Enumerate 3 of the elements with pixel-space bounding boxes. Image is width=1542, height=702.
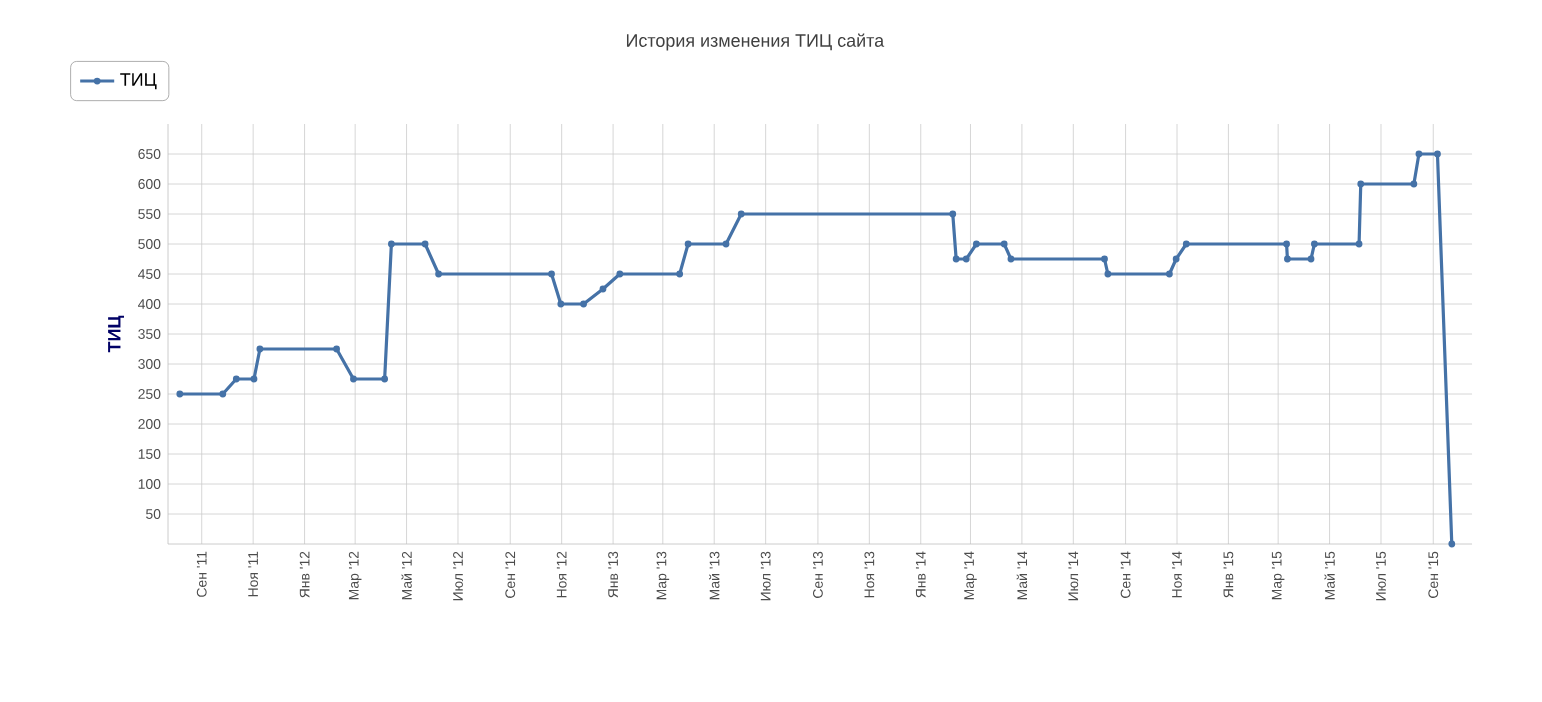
y-axis-title: ТИЦ [108,315,125,353]
legend-label: ТИЦ [120,73,157,90]
chart-title: История изменения ТИЦ сайта [626,33,885,51]
